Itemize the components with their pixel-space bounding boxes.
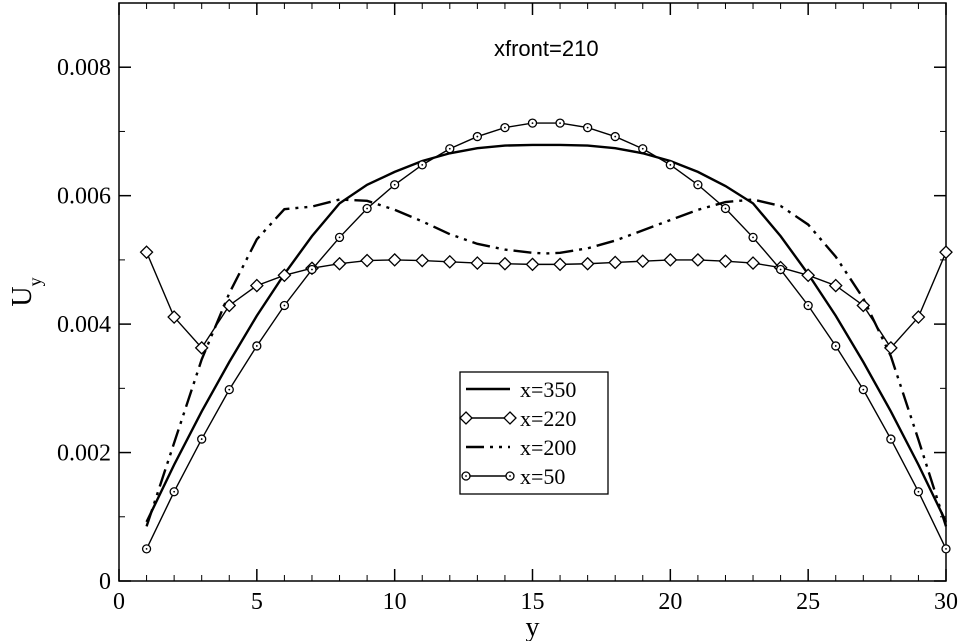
data-point-center — [945, 547, 947, 550]
x-tick-label: 10 — [383, 589, 407, 615]
data-point-center — [669, 163, 672, 166]
y-tick-label: 0.004 — [57, 312, 111, 338]
data-point — [360, 253, 375, 268]
data-point — [690, 252, 705, 267]
x-tick-label: 25 — [796, 589, 820, 615]
data-point — [442, 254, 457, 269]
axis-ticks-layer: 0 5 10 15 20 25 30 0 0.002 0.004 0.006 0.008 — [57, 3, 958, 615]
data-point — [939, 245, 953, 260]
data-point-center — [366, 207, 368, 210]
data-point — [277, 268, 292, 283]
data-point — [580, 256, 595, 271]
data-point — [718, 254, 733, 269]
data-point — [608, 255, 623, 270]
data-point — [498, 256, 512, 271]
y-axis-label: Uy — [7, 277, 45, 306]
legend-label: x=50 — [520, 464, 565, 489]
data-point-center — [228, 388, 231, 391]
legend-box — [459, 371, 609, 495]
series-layer — [139, 118, 953, 554]
data-point — [828, 278, 843, 293]
legend-label: x=200 — [520, 435, 576, 460]
data-point — [635, 254, 650, 269]
data-point-center — [641, 147, 644, 150]
data-point-center — [504, 126, 506, 129]
legend-label: x=220 — [520, 406, 576, 431]
data-point-center — [421, 163, 424, 166]
data-point-center — [917, 490, 920, 493]
data-point-center — [614, 135, 617, 138]
data-point-center — [311, 268, 313, 271]
y-tick-label: 0.002 — [57, 441, 111, 467]
data-point — [746, 256, 760, 271]
legend-swatch-marker — [503, 411, 517, 425]
data-point-center — [862, 388, 865, 391]
data-point — [139, 245, 154, 260]
data-point — [553, 257, 567, 272]
data-point — [525, 257, 540, 272]
x-axis-label: y — [526, 612, 540, 641]
x-tick-label: 30 — [934, 589, 958, 615]
chart-annotation: xfront=210 — [494, 36, 599, 61]
data-point — [801, 268, 816, 283]
data-point-center — [145, 547, 148, 550]
data-point — [249, 278, 264, 293]
legend-label: x=350 — [520, 377, 576, 402]
data-point — [387, 252, 402, 267]
data-point-center — [531, 122, 534, 124]
x-tick-label: 20 — [658, 589, 682, 615]
series-line — [145, 122, 947, 550]
y-tick-label: 0.008 — [57, 55, 111, 81]
data-point — [470, 256, 485, 271]
data-point — [911, 310, 926, 324]
data-point-center — [834, 345, 837, 347]
data-point-center — [448, 147, 451, 150]
data-point-center — [393, 183, 396, 186]
data-point-center — [338, 236, 341, 239]
legend-swatch-marker-center — [465, 475, 467, 477]
legend: x=350 x=220 x=200 x=50 — [459, 371, 609, 495]
x-tick-label: 15 — [521, 589, 545, 615]
series-x=200 — [145, 198, 948, 527]
y-tick-label: 0.006 — [57, 184, 111, 210]
data-point-center — [200, 438, 203, 440]
data-point-center — [586, 126, 589, 129]
data-point — [167, 310, 182, 324]
data-point-center — [559, 122, 561, 124]
data-point — [415, 253, 430, 268]
data-point — [856, 298, 871, 313]
data-point — [663, 252, 678, 267]
data-point-center — [173, 490, 176, 493]
series-line — [145, 198, 948, 527]
data-point — [332, 256, 347, 271]
data-point-center — [255, 345, 258, 347]
x-tick-label: 5 — [251, 589, 263, 615]
data-point-center — [779, 268, 782, 271]
data-point-center — [807, 304, 810, 307]
x-tick-label: 0 — [113, 589, 125, 615]
data-point-center — [889, 438, 892, 440]
data-point-center — [697, 183, 699, 186]
data-point-center — [283, 304, 286, 307]
data-point-center — [476, 135, 479, 138]
data-point-center — [724, 207, 727, 210]
y-tick-label: 0 — [99, 569, 111, 595]
legend-swatch-marker-center — [509, 475, 511, 477]
data-point-center — [752, 236, 754, 239]
y-axis-label-main: U — [7, 286, 38, 306]
series-x=50 — [141, 118, 951, 554]
y-axis-label-subscript: y — [25, 277, 45, 286]
legend-swatch-marker — [459, 411, 473, 425]
